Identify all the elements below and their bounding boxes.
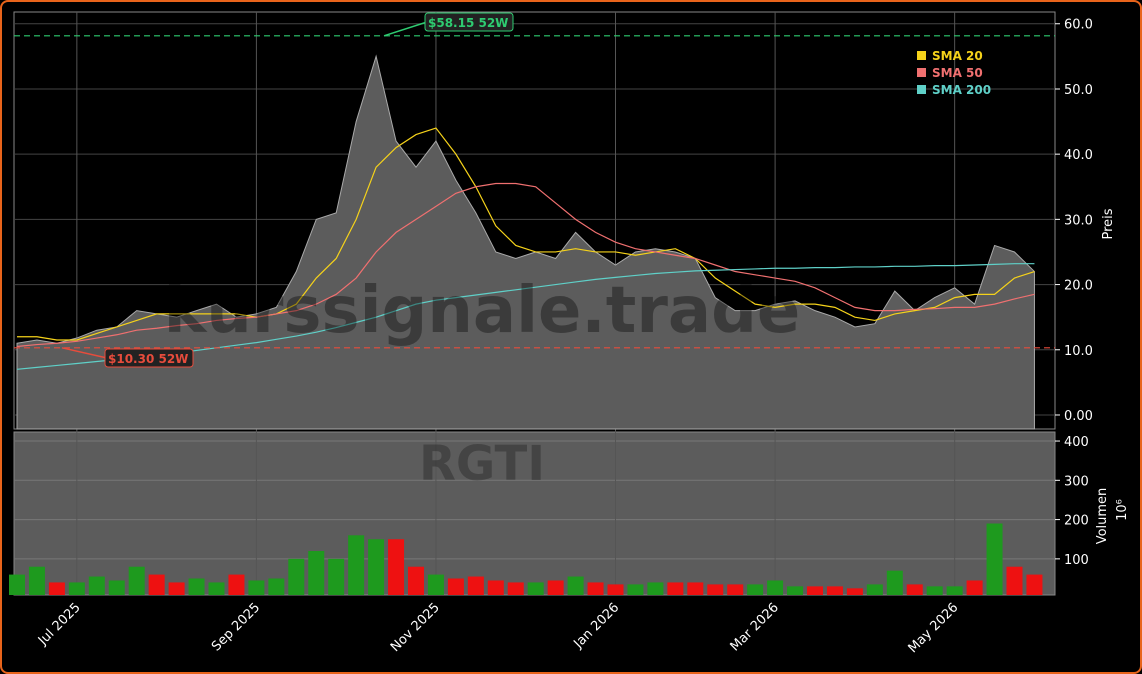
x-tick-label: Mar 2026 bbox=[728, 600, 782, 654]
y-tick-label: 200 bbox=[1064, 514, 1089, 529]
x-tick-label: Jul 2025 bbox=[35, 600, 84, 649]
volume-bar bbox=[986, 523, 1003, 595]
y-tick-label: 100 bbox=[1064, 553, 1089, 568]
low-box bbox=[104, 348, 194, 368]
volume-bar bbox=[248, 580, 265, 595]
y-tick-label: 50.0 bbox=[1064, 83, 1093, 98]
volume-bar bbox=[268, 578, 285, 595]
y-tick-label: 0.00 bbox=[1064, 409, 1093, 424]
legend-swatch bbox=[917, 68, 926, 77]
sma-line bbox=[16, 182, 1035, 348]
low-arrow bbox=[61, 347, 108, 359]
legend-swatch bbox=[917, 85, 926, 94]
volume-bar bbox=[188, 578, 205, 595]
volume-bar bbox=[966, 580, 983, 595]
volume-bar bbox=[108, 580, 125, 595]
x-tick-label: Sep 2025 bbox=[209, 600, 263, 654]
volume-bar bbox=[846, 588, 863, 595]
volume-bar bbox=[228, 574, 245, 595]
volume-bar bbox=[507, 582, 524, 595]
y-tick-label: 30.0 bbox=[1064, 213, 1093, 228]
volume-bar bbox=[826, 586, 843, 595]
high-label: $58.15 52W bbox=[428, 16, 508, 30]
volume-bar bbox=[866, 584, 883, 595]
volume-bar bbox=[148, 574, 165, 595]
volume-scale: 10⁶ bbox=[1115, 499, 1130, 521]
volume-axis-label: Volumen bbox=[1095, 488, 1110, 545]
volume-bar bbox=[447, 578, 464, 595]
volume-bar bbox=[667, 582, 684, 595]
legend-swatch bbox=[917, 51, 926, 60]
volume-bar bbox=[567, 576, 584, 595]
volume-bar bbox=[527, 582, 544, 595]
layer: 0.00 10.0 20.0 30.0 40.0 50.0 60.0 100 200 300 400… bbox=[9, 12, 1093, 656]
volume-bar bbox=[68, 582, 85, 595]
y-tick-label: 300 bbox=[1064, 474, 1089, 489]
volume-bar bbox=[467, 576, 484, 595]
volume-bar bbox=[487, 580, 504, 595]
volume-bar bbox=[168, 582, 185, 595]
volume-bar bbox=[707, 584, 724, 595]
volume-bar bbox=[727, 584, 744, 595]
high-arrow bbox=[383, 21, 428, 37]
y-tick-label: 10.0 bbox=[1064, 344, 1093, 359]
y-tick-label: 60.0 bbox=[1064, 18, 1093, 33]
volume-bar bbox=[208, 582, 225, 595]
ticker-watermark: RGTI bbox=[419, 436, 545, 492]
volume-bar bbox=[1006, 566, 1023, 595]
volume-bar bbox=[787, 586, 804, 595]
x-tick-label: Jan 2026 bbox=[571, 600, 623, 652]
volume-bar bbox=[388, 539, 405, 595]
volume-bar bbox=[607, 584, 624, 595]
volume-bar bbox=[687, 582, 704, 595]
volume-bar bbox=[807, 586, 823, 595]
legend-label: SMA 20 bbox=[932, 49, 983, 63]
volume-bar bbox=[627, 584, 644, 595]
volume-panel bbox=[13, 431, 1056, 596]
volume-bar bbox=[9, 574, 25, 595]
volume-bar bbox=[408, 566, 424, 595]
volume-bar bbox=[926, 586, 943, 595]
volume-bar bbox=[427, 574, 444, 595]
volume-bar bbox=[1026, 574, 1043, 595]
volume-bar bbox=[647, 582, 664, 595]
volume-bar bbox=[767, 580, 784, 595]
volume-bar bbox=[48, 582, 65, 595]
volume-bar bbox=[328, 558, 345, 595]
volume-bar bbox=[906, 584, 923, 595]
low-label: $10.30 52W bbox=[108, 352, 188, 366]
sma-line bbox=[17, 127, 1035, 341]
x-tick-label: May 2026 bbox=[906, 600, 962, 656]
high-box bbox=[424, 12, 514, 32]
volume-bar bbox=[587, 582, 604, 595]
volume-bar bbox=[348, 535, 365, 595]
volume-bar bbox=[28, 566, 45, 595]
volume-bar bbox=[368, 539, 385, 595]
legend-label: SMA 50 bbox=[932, 66, 983, 80]
volume-bar bbox=[288, 558, 305, 595]
volume-bar bbox=[128, 566, 145, 595]
watermark: kurssignale.trade bbox=[164, 274, 801, 348]
y-tick-label: 20.0 bbox=[1064, 279, 1093, 294]
legend-label: SMA 200 bbox=[932, 83, 991, 97]
y-tick-label: 400 bbox=[1064, 435, 1089, 450]
volume-bar bbox=[747, 584, 764, 595]
volume-bar bbox=[886, 570, 903, 595]
volume-bar bbox=[308, 551, 325, 595]
volume-bar bbox=[946, 586, 963, 595]
volume-bar bbox=[88, 576, 105, 595]
x-tick-label: Nov 2025 bbox=[388, 600, 443, 655]
y-tick-label: 40.0 bbox=[1064, 148, 1093, 163]
price-axis-label: Preis bbox=[1101, 208, 1116, 239]
volume-bar bbox=[547, 580, 564, 595]
